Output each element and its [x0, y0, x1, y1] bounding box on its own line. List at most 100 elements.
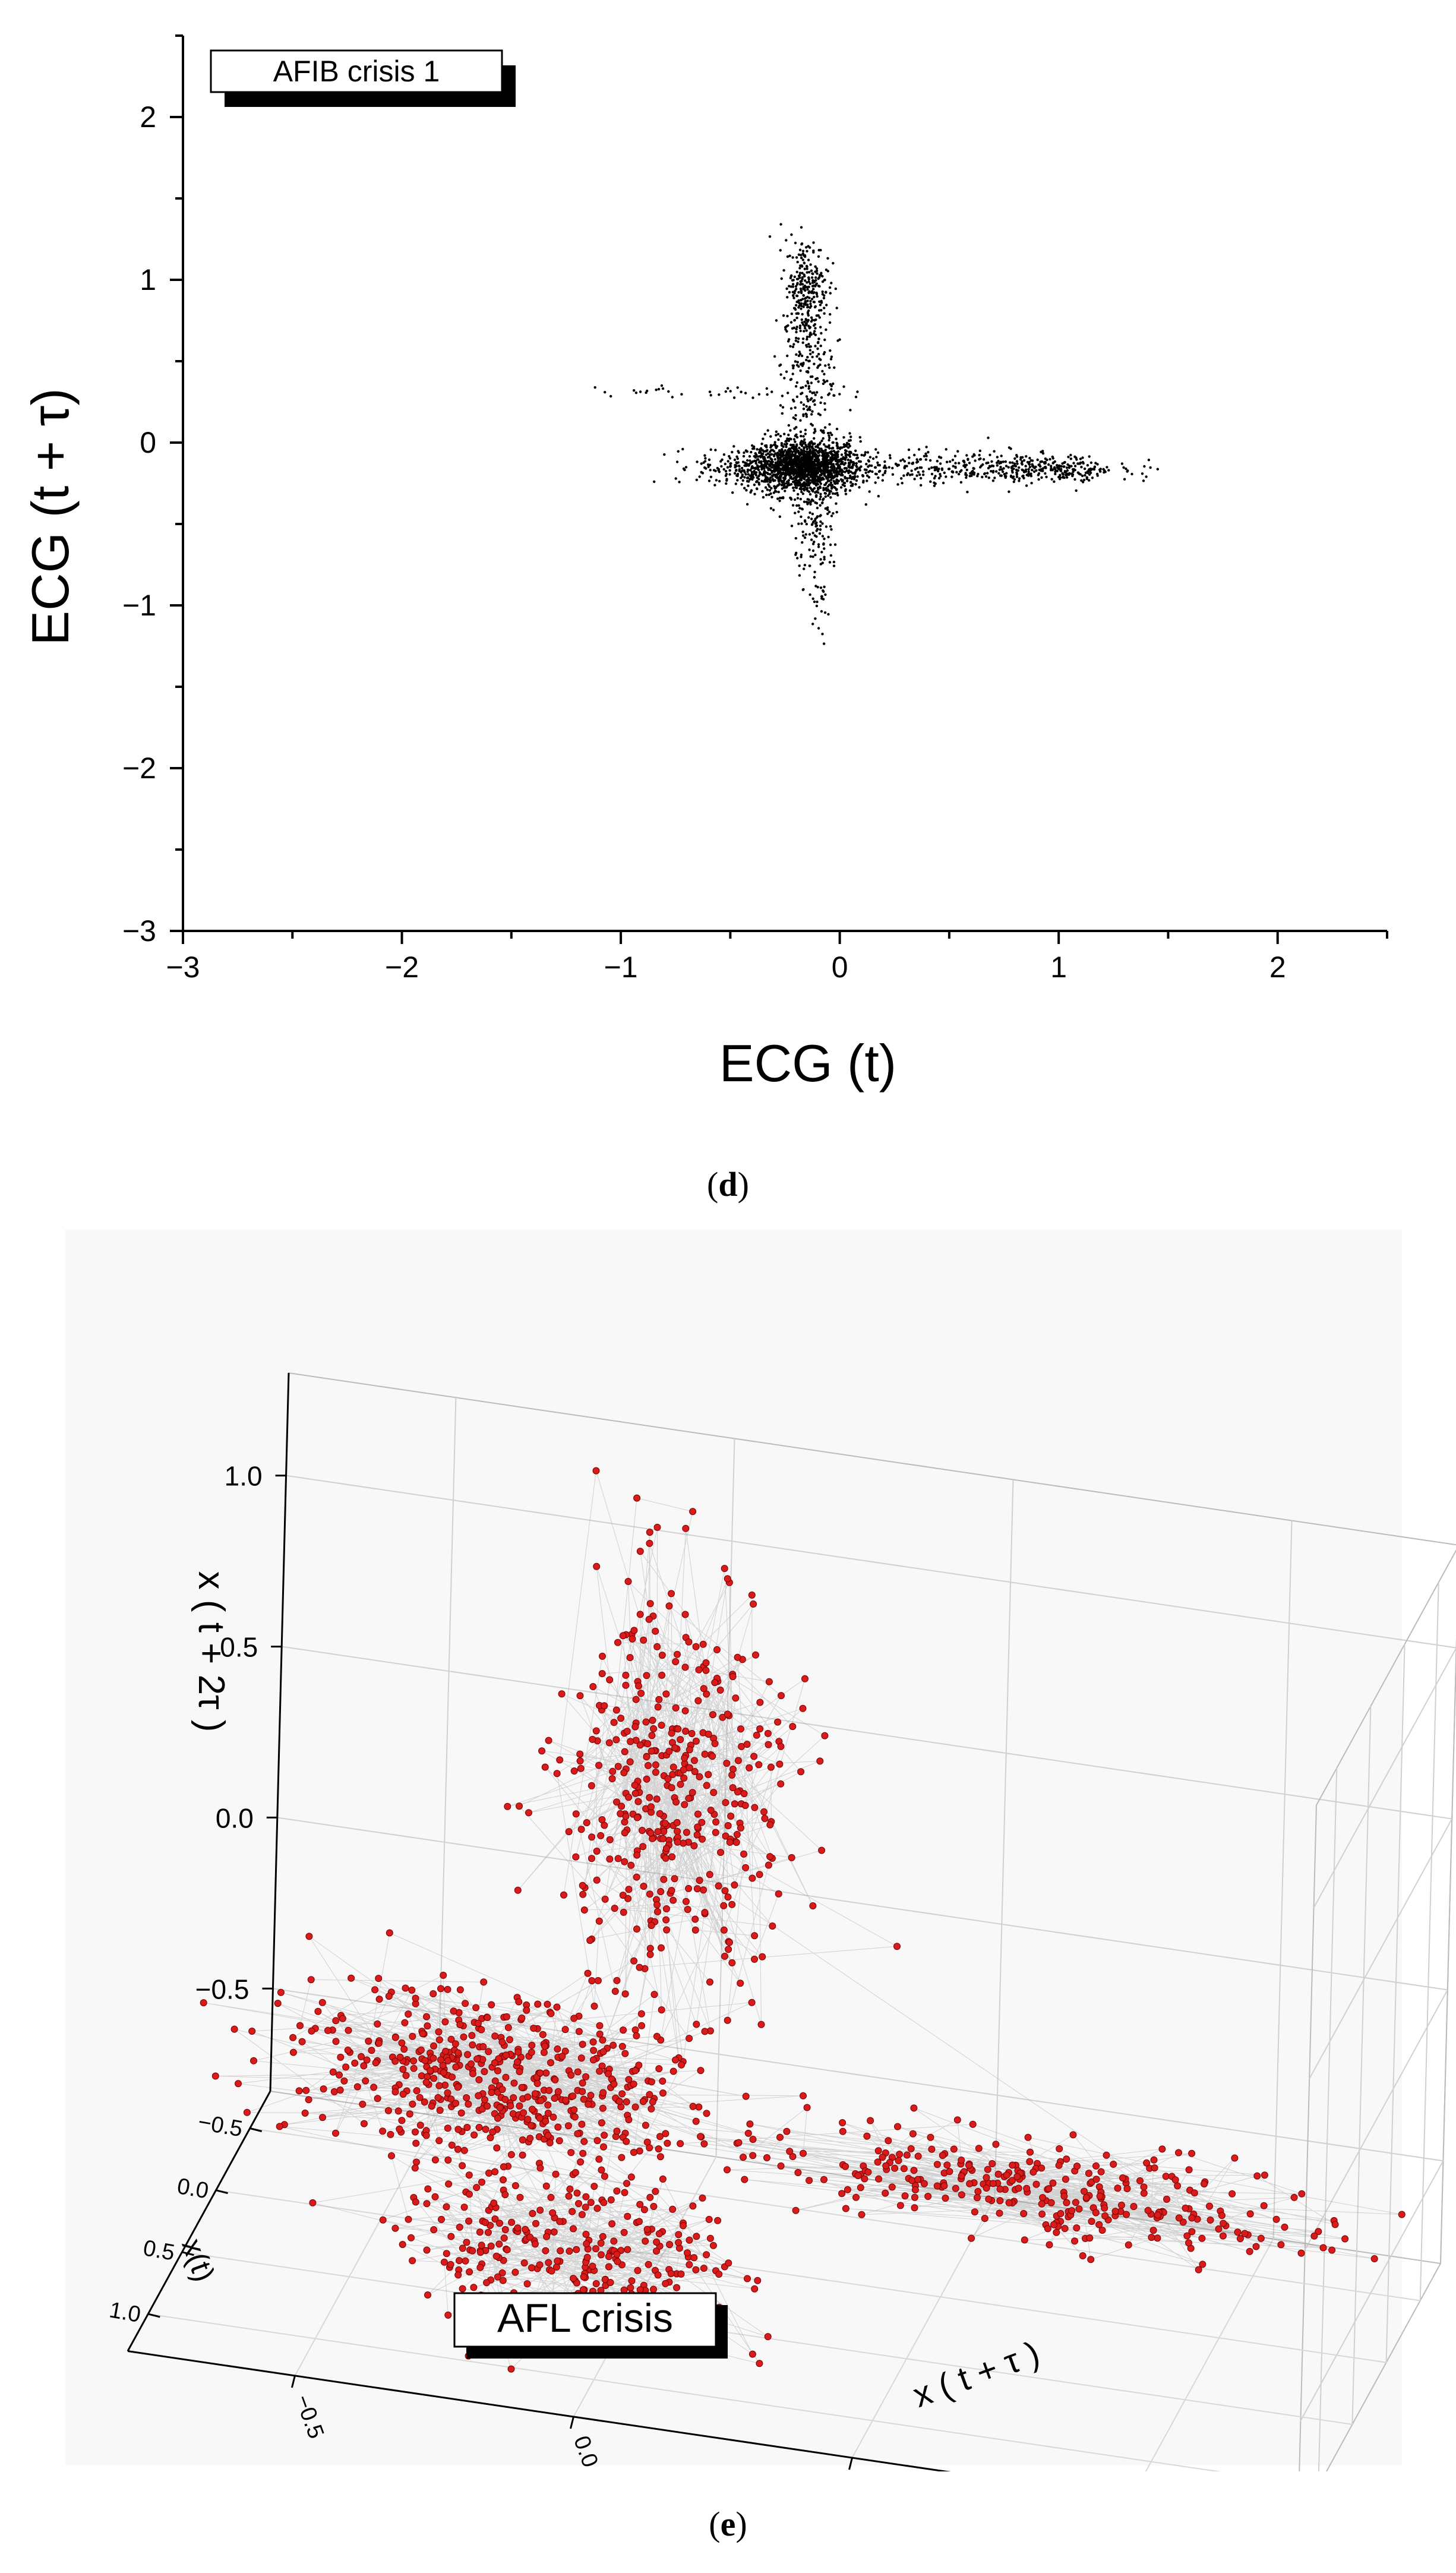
data-point [332, 2129, 339, 2137]
data-point [794, 2169, 802, 2176]
data-point [429, 1990, 437, 1997]
data-point [709, 469, 712, 472]
data-point [795, 381, 799, 384]
data-point [1071, 468, 1075, 471]
data-point [814, 501, 817, 504]
data-point [465, 2171, 473, 2179]
data-point [810, 538, 813, 541]
data-point [782, 314, 785, 317]
data-point [1106, 466, 1108, 469]
data-point [554, 2257, 561, 2265]
data-point [888, 2183, 896, 2191]
data-point [1207, 2216, 1214, 2224]
data-point [728, 469, 731, 472]
data-point [806, 454, 809, 457]
data-point [1030, 482, 1033, 485]
data-point [476, 2263, 484, 2271]
data-point [795, 327, 798, 331]
data-point [780, 277, 783, 280]
data-point [1065, 466, 1069, 469]
data-point [814, 494, 818, 497]
data-point [927, 468, 931, 471]
data-point [709, 394, 712, 397]
data-point [661, 1820, 669, 1827]
data-point [571, 2113, 579, 2121]
data-point [783, 432, 786, 435]
data-point [1025, 484, 1028, 487]
data-point [514, 2048, 522, 2056]
data-point [823, 426, 827, 429]
data-point [725, 479, 728, 482]
data-point [798, 471, 801, 473]
data-point [829, 543, 832, 547]
data-point [820, 464, 823, 468]
data-point [807, 276, 810, 279]
data-point [799, 484, 802, 487]
data-point [977, 472, 980, 476]
data-point [817, 314, 820, 317]
data-point [833, 466, 836, 469]
grid-line [437, 1397, 457, 2116]
data-point [580, 2138, 588, 2145]
data-point [821, 280, 825, 283]
data-point [815, 524, 819, 527]
data-point [792, 343, 795, 346]
data-point [649, 2098, 656, 2105]
data-point [819, 473, 822, 476]
data-point [1037, 472, 1041, 475]
data-point [802, 449, 806, 453]
data-point [631, 2026, 639, 2034]
data-point [980, 464, 983, 468]
data-point [968, 2234, 975, 2242]
data-point [801, 386, 804, 389]
data-point [1328, 2246, 1336, 2254]
data-point [855, 465, 858, 468]
data-point [830, 433, 833, 437]
data-point [742, 454, 746, 458]
data-point [801, 265, 804, 268]
data-point [893, 1943, 901, 1950]
data-point [702, 1659, 710, 1666]
data-point [681, 447, 684, 451]
data-point [646, 1950, 654, 1958]
data-point [656, 2133, 664, 2141]
data-point [1297, 2249, 1305, 2257]
data-point [746, 1764, 753, 1772]
data-point [786, 296, 789, 299]
data-point [1088, 473, 1091, 476]
data-point [587, 2092, 595, 2099]
data-point [760, 1808, 768, 1816]
data-point [301, 2109, 309, 2117]
data-point [801, 1675, 808, 1682]
data-point [551, 2076, 559, 2083]
data-point [437, 2056, 444, 2064]
data-point [797, 510, 800, 513]
data-point [463, 2124, 471, 2131]
data-point [599, 2037, 607, 2044]
data-point [413, 2158, 420, 2166]
data-point [748, 2350, 756, 2358]
data-point [964, 472, 967, 475]
data-point [1086, 464, 1089, 467]
data-point [799, 288, 803, 291]
data-point [750, 444, 754, 447]
data-point [763, 473, 766, 476]
data-point [792, 438, 796, 441]
data-point [557, 2247, 564, 2255]
data-point [700, 2140, 708, 2148]
data-point [993, 476, 996, 479]
data-point [819, 524, 822, 528]
data-point [655, 1696, 663, 1703]
data-point [784, 454, 787, 457]
data-point [476, 2249, 484, 2256]
data-point [748, 1999, 756, 2006]
data-point [320, 2085, 327, 2093]
y-tick-label: 1 [140, 263, 156, 296]
data-point [698, 1819, 706, 1826]
data-point [1007, 466, 1010, 469]
data-point [665, 1748, 673, 1755]
data-point [614, 1763, 622, 1770]
data-point [789, 429, 792, 432]
data-point [428, 2102, 435, 2110]
data-point [765, 453, 768, 456]
